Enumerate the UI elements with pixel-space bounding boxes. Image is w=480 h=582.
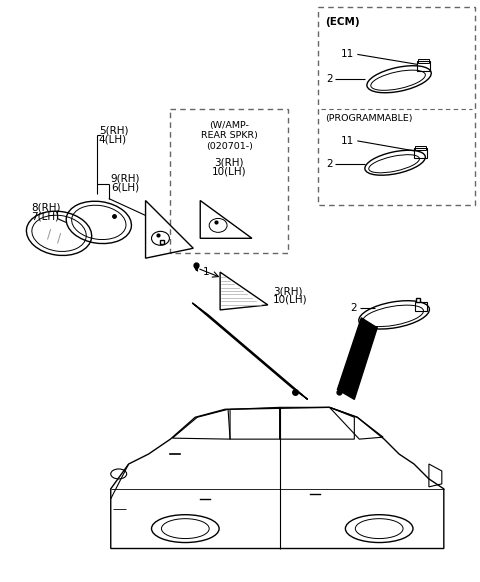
- Bar: [415, 146, 426, 150]
- Text: 3(RH): 3(RH): [214, 158, 244, 168]
- Polygon shape: [337, 318, 377, 399]
- Text: 9(RH): 9(RH): [111, 173, 140, 184]
- Text: 11: 11: [341, 136, 354, 146]
- Text: 10(LH): 10(LH): [273, 295, 307, 305]
- Text: /: /: [57, 232, 61, 245]
- Text: 1: 1: [203, 267, 210, 277]
- Text: (PROGRAMMABLE): (PROGRAMMABLE): [325, 114, 413, 123]
- Text: 10(LH): 10(LH): [212, 166, 246, 177]
- Text: 7(LH): 7(LH): [31, 211, 60, 221]
- Bar: [170, 109, 288, 253]
- Text: 8(RH): 8(RH): [31, 203, 60, 212]
- Text: 2: 2: [351, 303, 357, 313]
- Bar: [417, 61, 430, 71]
- Text: 4(LH): 4(LH): [99, 135, 127, 145]
- Polygon shape: [192, 303, 308, 399]
- Text: 5(RH): 5(RH): [99, 126, 128, 136]
- Bar: [414, 148, 427, 158]
- Bar: [415, 302, 427, 311]
- Text: (W/AMP-
REAR SPKR)
(020701-): (W/AMP- REAR SPKR) (020701-): [201, 121, 257, 151]
- Text: /: /: [47, 228, 51, 241]
- Bar: [418, 59, 429, 63]
- Text: (ECM): (ECM): [325, 17, 360, 27]
- Text: 6(LH): 6(LH): [111, 183, 139, 193]
- Text: 3(RH): 3(RH): [273, 286, 302, 296]
- Text: 2: 2: [326, 159, 333, 169]
- Bar: [318, 6, 475, 205]
- Text: 11: 11: [341, 49, 354, 59]
- Text: 2: 2: [326, 74, 333, 84]
